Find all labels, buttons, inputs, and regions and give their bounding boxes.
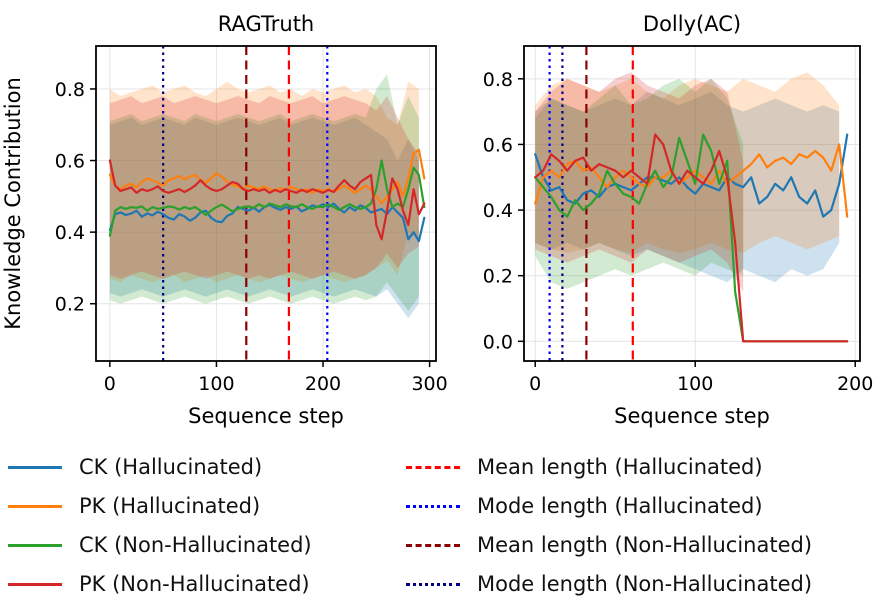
legend: CK (Hallucinated) PK (Hallucinated) CK (…	[0, 454, 884, 597]
x-tick-label: 200	[305, 373, 341, 395]
x-tick-label: 200	[837, 373, 873, 395]
series-line-ck-hallucinated	[534, 133, 849, 218]
legend-line-sample-mean-length-hallucinated	[406, 465, 460, 469]
legend-item-mode-length-non-hallucinated: Mode length (Non-Hallucinated)	[406, 571, 812, 597]
legend-label: CK (Non-Hallucinated)	[79, 533, 312, 557]
legend-line-sample-pk-non-hallucinated	[8, 582, 62, 586]
legend-label: CK (Hallucinated)	[79, 455, 263, 479]
legend-label: Mode length (Hallucinated)	[477, 494, 763, 518]
legend-item-mean-length-non-hallucinated: Mean length (Non-Hallucinated)	[406, 532, 812, 558]
legend-label: PK (Non-Hallucinated)	[79, 572, 310, 596]
series-line-pk-non-hallucinated	[534, 133, 849, 343]
plot-border	[523, 45, 861, 362]
legend-series-column: CK (Hallucinated) PK (Hallucinated) CK (…	[8, 454, 406, 597]
legend-item-mode-length-hallucinated: Mode length (Hallucinated)	[406, 493, 812, 519]
series-line-pk-non-hallucinated	[108, 159, 426, 241]
y-tick-label: 0.8	[483, 69, 513, 91]
legend-item-pk-non-hallucinated: PK (Non-Hallucinated)	[8, 571, 406, 597]
x-tick-label: 100	[198, 373, 234, 395]
x-axis-label: Sequence step	[188, 404, 344, 428]
y-tick-label: 0.6	[55, 151, 85, 173]
legend-label: PK (Hallucinated)	[79, 494, 261, 518]
x-tick-label: 0	[529, 373, 541, 395]
x-tick-label: 300	[411, 373, 447, 395]
chart-title: Dolly(AC)	[643, 12, 741, 36]
legend-item-pk-hallucinated: PK (Hallucinated)	[8, 493, 406, 519]
band-pk-hallucinated	[109, 81, 419, 283]
y-tick-label: 0.4	[55, 222, 85, 244]
legend-line-sample-mode-length-hallucinated	[406, 504, 460, 508]
legend-label: Mode length (Non-Hallucinated)	[477, 572, 813, 596]
y-tick-label: 0.6	[483, 134, 513, 156]
band-ck-non-hallucinated	[109, 74, 419, 311]
legend-item-ck-hallucinated: CK (Hallucinated)	[8, 454, 406, 480]
legend-item-mean-length-hallucinated: Mean length (Hallucinated)	[406, 454, 812, 480]
legend-line-sample-ck-hallucinated	[8, 465, 62, 469]
legend-line-sample-ck-non-hallucinated	[8, 543, 62, 547]
legend-label: Mean length (Hallucinated)	[477, 455, 763, 479]
y-tick-label: 0.0	[483, 331, 513, 353]
legend-item-ck-non-hallucinated: CK (Non-Hallucinated)	[8, 532, 406, 558]
legend-label: Mean length (Non-Hallucinated)	[477, 533, 813, 557]
y-tick-label: 0.8	[55, 79, 85, 101]
y-axis-label: Knowledge Contribution	[1, 77, 25, 330]
legend-line-sample-mean-length-non-hallucinated	[406, 543, 460, 547]
band-ck-hallucinated	[109, 117, 419, 318]
y-tick-label: 0.4	[483, 200, 513, 222]
legend-markers-column: Mean length (Hallucinated) Mode length (…	[406, 454, 812, 597]
x-tick-label: 0	[104, 373, 116, 395]
x-axis-label: Sequence step	[614, 404, 770, 428]
legend-line-sample-pk-hallucinated	[8, 504, 62, 508]
y-tick-label: 0.2	[483, 266, 513, 288]
x-tick-label: 100	[677, 373, 713, 395]
y-tick-label: 0.2	[55, 294, 85, 316]
chart-title: RAGTruth	[218, 12, 315, 36]
legend-line-sample-mode-length-non-hallucinated	[406, 582, 460, 586]
plots-svg: 0 100 200 300 0.2 0.4 0.6 0.8 RAGTruth Sequence s…	[1, 12, 873, 428]
plot-border	[95, 45, 437, 362]
series-line-ck-non-hallucinated	[108, 159, 426, 237]
